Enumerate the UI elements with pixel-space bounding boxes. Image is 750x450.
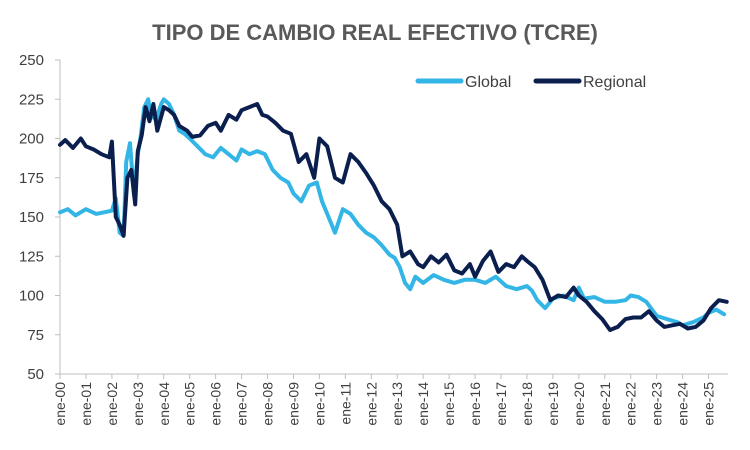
x-tick-label: ene-01 [78,382,94,426]
legend-label-regional: Regional [583,74,646,91]
y-tick-label: 225 [19,91,44,108]
x-tick-label: ene-16 [467,382,483,426]
series-line-global [58,97,727,328]
x-axis: ene-00 ene-01 ene-02 ene-03 ene-04 ene-05 ene-… [52,373,728,426]
x-tick-label: ene-07 [234,382,250,426]
x-tick-label: ene-04 [156,382,172,426]
x-tick-label: ene-14 [415,382,431,426]
x-tick-label: ene-19 [545,382,561,426]
legend-label-global: Global [465,74,511,91]
y-tick-label: 150 [19,209,44,226]
chart-title: TIPO DE CAMBIO REAL EFECTIVO (TCRE) [152,20,598,45]
x-tick-label: ene-21 [597,382,613,426]
y-tick-label: 175 [19,170,44,187]
x-tick-label: ene-23 [649,382,665,426]
x-tick-label: ene-25 [701,382,717,426]
series-layer [58,97,729,332]
x-tick-label: ene-05 [182,382,198,426]
y-tick-label: 100 [19,288,44,305]
x-tick-label: ene-09 [285,382,301,426]
x-tick-label: ene-11 [337,382,353,425]
x-tick-label: ene-15 [441,382,457,426]
x-tick-label: ene-18 [519,382,535,426]
x-tick-label: ene-03 [130,382,146,426]
x-tick-label: ene-13 [389,382,405,426]
x-tick-label: ene-00 [52,382,68,426]
x-tick-label: ene-10 [311,382,327,426]
x-tick-label: ene-20 [571,382,587,426]
legend: Global Regional [415,74,646,91]
y-axis: 50 75 100 125 150 175 200 225 250 [19,52,61,383]
series-line-regional [58,102,729,332]
y-tick-label: 250 [19,52,44,69]
y-tick-label: 75 [27,327,44,344]
x-tick-label: ene-22 [623,382,639,426]
x-tick-label: ene-08 [260,382,276,426]
x-tick-label: ene-02 [104,382,120,426]
y-tick-label: 200 [19,131,44,148]
y-tick-label: 50 [27,366,44,383]
x-tick-label: ene-17 [493,382,509,426]
y-tick-label: 125 [19,248,44,265]
x-tick-label: ene-24 [675,382,691,426]
x-tick-label: ene-06 [208,382,224,426]
x-tick-label: ene-12 [363,382,379,426]
